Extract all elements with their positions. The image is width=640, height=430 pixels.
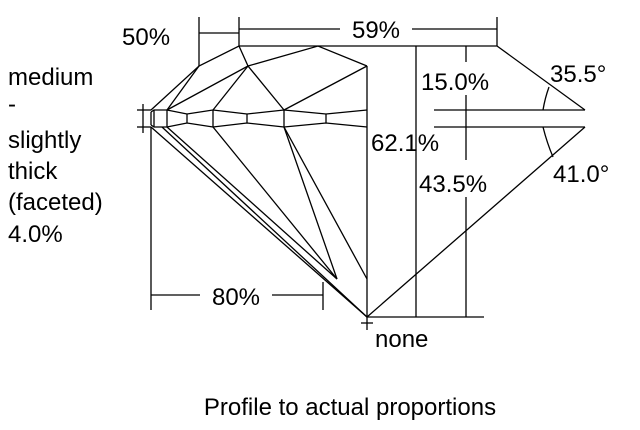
star-length-label: 50% (122, 24, 170, 51)
pavilion-angle-label: 41.0° (553, 161, 609, 188)
girdle-label-line: - (8, 91, 16, 118)
dimension-lines (137, 17, 554, 330)
culet-label: none (375, 326, 428, 353)
caption: Profile to actual proportions (204, 394, 496, 421)
girdle-label-line: thick (8, 158, 58, 185)
pavilion-depth-label: 43.5% (419, 171, 487, 198)
crown-height-label: 15.0% (421, 69, 489, 96)
girdle-label-line: 4.0% (8, 221, 63, 248)
girdle-label-line: (faceted) (8, 189, 103, 216)
girdle-label: medium - slightly thick (faceted) 4.0% (8, 64, 103, 248)
total-depth-label: 62.1% (371, 130, 439, 157)
girdle-label-line: slightly (8, 127, 81, 154)
crown-angle-label: 35.5° (550, 61, 606, 88)
table-label: 59% (352, 17, 400, 44)
lower-half-label: 80% (212, 284, 260, 311)
diamond-outline (150, 45, 586, 318)
girdle-label-line: medium (8, 64, 93, 91)
